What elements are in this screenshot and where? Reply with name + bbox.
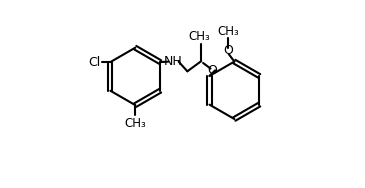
Text: NH: NH [164, 55, 183, 68]
Text: CH₃: CH₃ [189, 30, 210, 43]
Text: Cl: Cl [88, 55, 100, 69]
Text: O: O [207, 64, 217, 77]
Text: CH₃: CH₃ [124, 117, 146, 130]
Text: O: O [223, 44, 233, 57]
Text: CH₃: CH₃ [217, 24, 239, 38]
